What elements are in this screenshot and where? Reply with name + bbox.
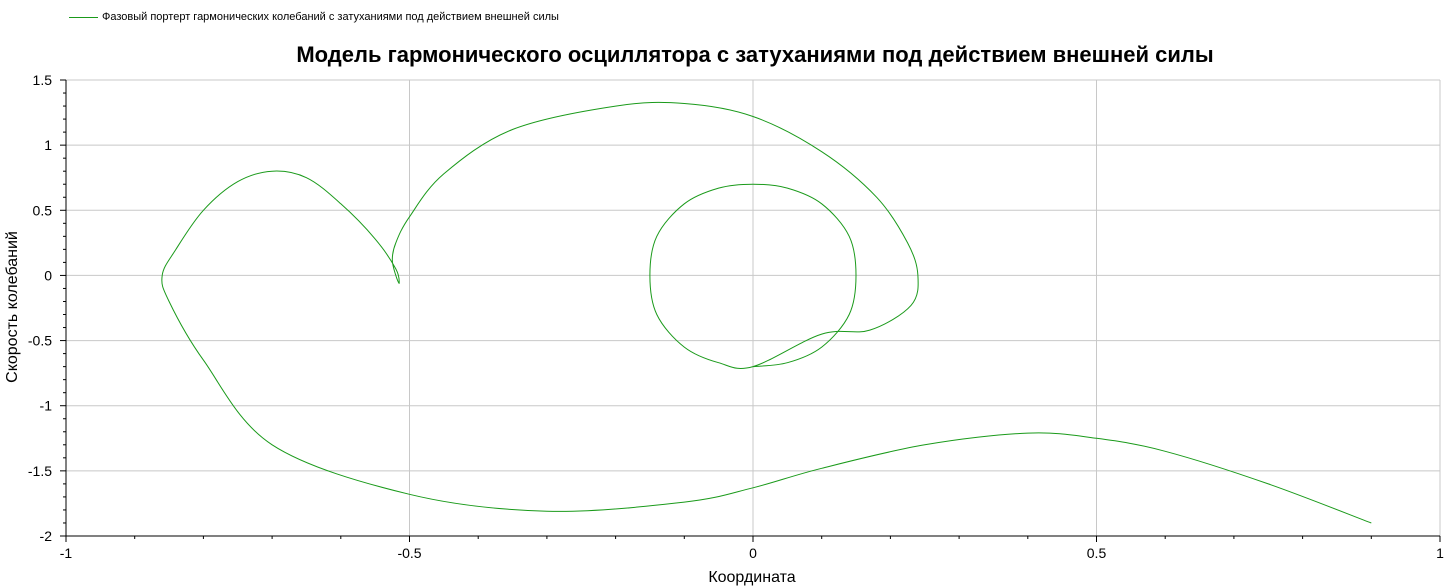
series-layer [161, 101, 1372, 524]
legend: Фазовый портерт гармонических колебаний … [69, 9, 559, 25]
y-tick-label: -1 [40, 398, 53, 414]
x-tick-label: 1 [1436, 545, 1444, 561]
series-line [161, 101, 1372, 524]
x-tick-label: 0 [749, 545, 757, 561]
y-tick-label: -1.5 [28, 463, 52, 479]
y-tick-label: 1 [44, 137, 52, 153]
x-tick-label: -1 [60, 545, 73, 561]
y-tick-label: 0 [44, 267, 52, 283]
chart-title: Модель гармонического осциллятора с зату… [296, 42, 1213, 67]
y-tick-label: -2 [40, 528, 53, 544]
tick-labels: 1.5 1 0.5 0 -0.5 -1 -1.5 -2 -1 -0.5 0 0.5 1 [28, 72, 1444, 561]
legend-label: Фазовый портерт гармонических колебаний … [102, 11, 559, 23]
x-tick-label: 0.5 [1087, 545, 1107, 561]
y-tick-label: 1.5 [33, 72, 53, 88]
y-axis-title: Скорость колебаний [4, 231, 21, 383]
legend-swatch [69, 16, 98, 18]
x-tick-label: -0.5 [397, 545, 421, 561]
x-axis-title: Координата [708, 569, 795, 586]
y-tick-label: -0.5 [28, 333, 52, 349]
grid [66, 79, 1441, 536]
y-tick-label: 0.5 [33, 202, 53, 218]
axes [60, 79, 1441, 542]
